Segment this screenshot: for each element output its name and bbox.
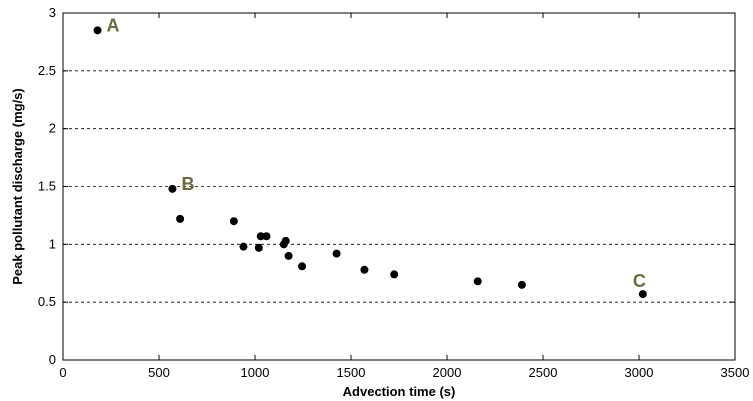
data-point xyxy=(262,232,271,241)
data-point xyxy=(390,270,399,279)
data-point xyxy=(254,243,263,252)
data-points xyxy=(93,26,647,299)
x-tick-label: 3000 xyxy=(625,365,654,380)
data-point xyxy=(332,249,341,258)
data-point xyxy=(517,280,526,289)
y-tick-label: 1 xyxy=(49,236,56,251)
data-point xyxy=(93,26,102,35)
axis-ticks: 0 0.5 1 1.5 2 2.5 3 0 500 1000 1500 2000 2500 3000 350… xyxy=(38,5,750,380)
x-tick-label: 0 xyxy=(59,365,66,380)
data-point xyxy=(229,217,238,226)
data-point xyxy=(473,277,482,286)
y-tick-label: 0 xyxy=(49,352,56,367)
data-point xyxy=(176,214,185,223)
data-point xyxy=(168,184,177,193)
x-tick-label: 2000 xyxy=(433,365,462,380)
y-tick-label: 1.5 xyxy=(38,179,56,194)
data-point xyxy=(638,290,647,299)
y-tick-label: 2.5 xyxy=(38,63,56,78)
y-tick-label: 0.5 xyxy=(38,294,56,309)
point-annotation-c: C xyxy=(633,271,646,291)
y-tick-label: 2 xyxy=(49,121,56,136)
point-annotation-b: B xyxy=(181,174,194,194)
data-point xyxy=(239,242,248,251)
data-point xyxy=(281,236,290,245)
data-point xyxy=(284,251,293,260)
x-tick-label: 1500 xyxy=(337,365,366,380)
y-axis-title: Peak pollutant discharge (mg/s) xyxy=(10,88,25,285)
x-tick-label: 2500 xyxy=(529,365,558,380)
data-point xyxy=(298,262,307,271)
y-tick-label: 3 xyxy=(49,5,56,20)
gridlines xyxy=(63,70,735,303)
x-tick-label: 1000 xyxy=(241,365,270,380)
x-tick-label: 3500 xyxy=(721,365,750,380)
point-annotations: A B C xyxy=(107,15,646,291)
point-annotation-a: A xyxy=(107,15,120,35)
x-tick-label: 500 xyxy=(148,365,170,380)
x-axis-title: Advection time (s) xyxy=(343,384,456,399)
data-point xyxy=(256,232,265,241)
data-point xyxy=(360,265,369,274)
